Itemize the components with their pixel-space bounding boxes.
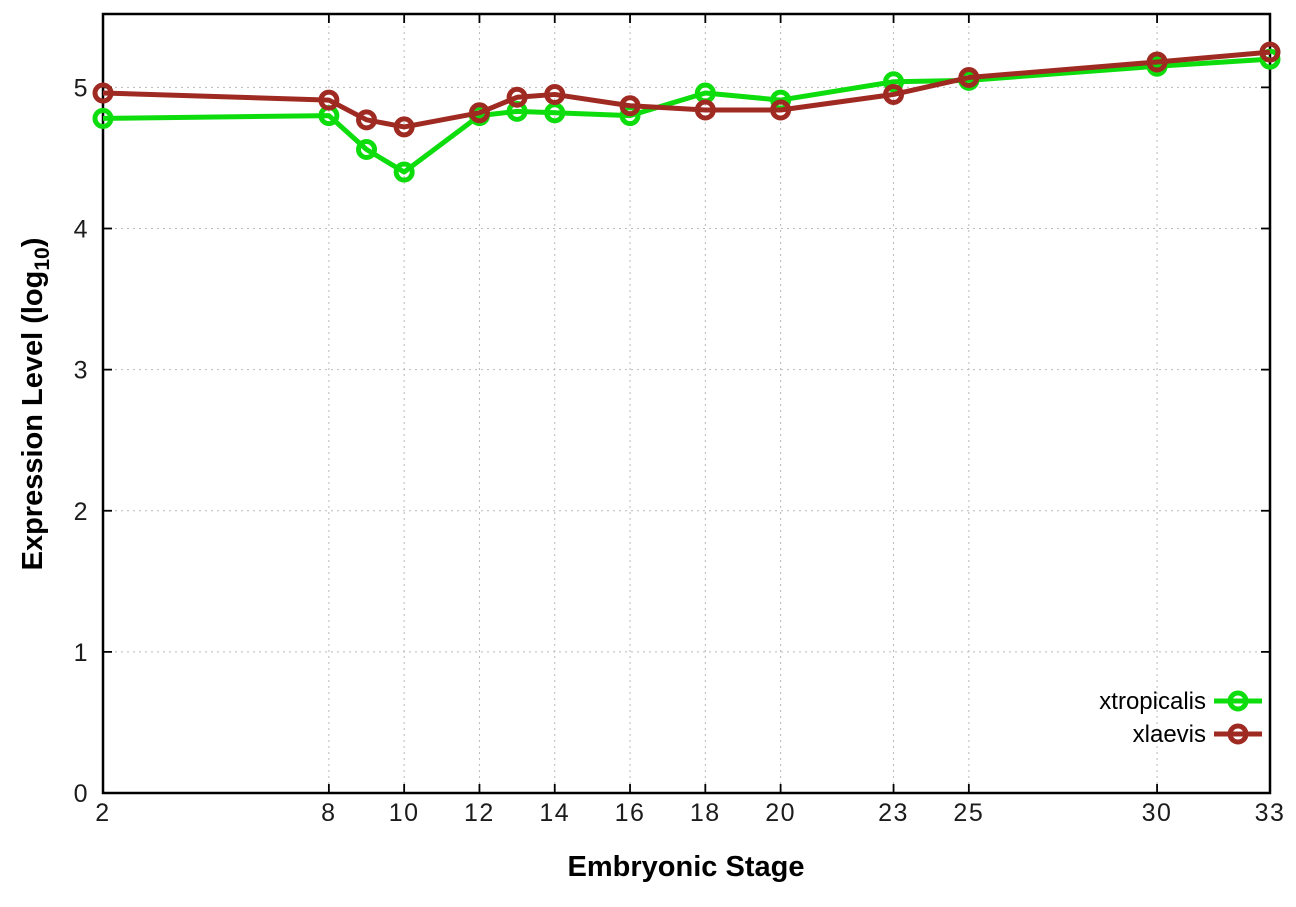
xlaevis-point	[506, 86, 528, 108]
x-tick-label: 10	[389, 799, 420, 827]
y-tick-label: 1	[74, 639, 89, 667]
x-tick-label: 16	[615, 799, 646, 827]
xlaevis-point	[318, 89, 340, 111]
xlaevis-point	[958, 67, 980, 89]
x-axis-title: Embryonic Stage	[568, 851, 805, 883]
x-tick-label: 14	[539, 799, 570, 827]
series-layer	[92, 41, 1281, 183]
legend-sample-marker-xtropicalis	[1227, 690, 1249, 712]
x-tick-label: 30	[1142, 799, 1173, 827]
x-tick-label: 2	[95, 799, 110, 827]
xlaevis-point	[544, 83, 566, 105]
y-tick-label: 3	[74, 357, 89, 385]
x-tick-label: 20	[765, 799, 796, 827]
xtropicalis-point	[356, 138, 378, 160]
xlaevis-point	[92, 82, 114, 104]
xlaevis-point	[619, 95, 641, 117]
xlaevis-point	[883, 83, 905, 105]
xtropicalis-point	[1259, 48, 1281, 70]
y-tick-label: 4	[74, 216, 89, 244]
legend-label-xtropicalis: xtropicalis	[1099, 688, 1206, 715]
grid-layer	[102, 14, 1271, 793]
xlaevis-point	[770, 99, 792, 121]
x-tick-label: 18	[690, 799, 721, 827]
y-axis-title: Expression Level (log10)	[17, 238, 54, 571]
xlaevis-point	[1259, 41, 1281, 63]
xlaevis-point	[468, 102, 490, 124]
xlaevis-point	[393, 116, 415, 138]
legend-sample-marker-xlaevis	[1227, 723, 1249, 745]
x-tick-label: 33	[1255, 799, 1286, 827]
plot-border	[101, 12, 1272, 795]
xtropicalis-point	[92, 107, 114, 129]
y-tick-label: 2	[74, 498, 89, 526]
x-tick-label: 23	[878, 799, 909, 827]
y-tick-label: 5	[74, 74, 89, 102]
xlaevis-point	[1146, 51, 1168, 73]
xlaevis-point	[356, 109, 378, 131]
legend-layer: xtropicalis xlaevis	[1099, 688, 1262, 748]
y-tick-label: 0	[74, 780, 89, 808]
xlaevis-point	[694, 99, 716, 121]
series-line-xtropicalis	[102, 56, 1271, 175]
x-tick-label: 8	[321, 799, 336, 827]
x-tick-label: 25	[953, 799, 984, 827]
x-tick-label: 12	[464, 799, 495, 827]
xtropicalis-point	[393, 161, 415, 183]
legend-label-xlaevis: xlaevis	[1133, 721, 1206, 748]
xtropicalis-point	[883, 71, 905, 93]
